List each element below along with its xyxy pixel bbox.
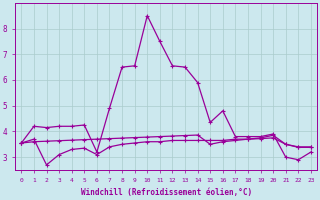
X-axis label: Windchill (Refroidissement éolien,°C): Windchill (Refroidissement éolien,°C) (81, 188, 252, 197)
